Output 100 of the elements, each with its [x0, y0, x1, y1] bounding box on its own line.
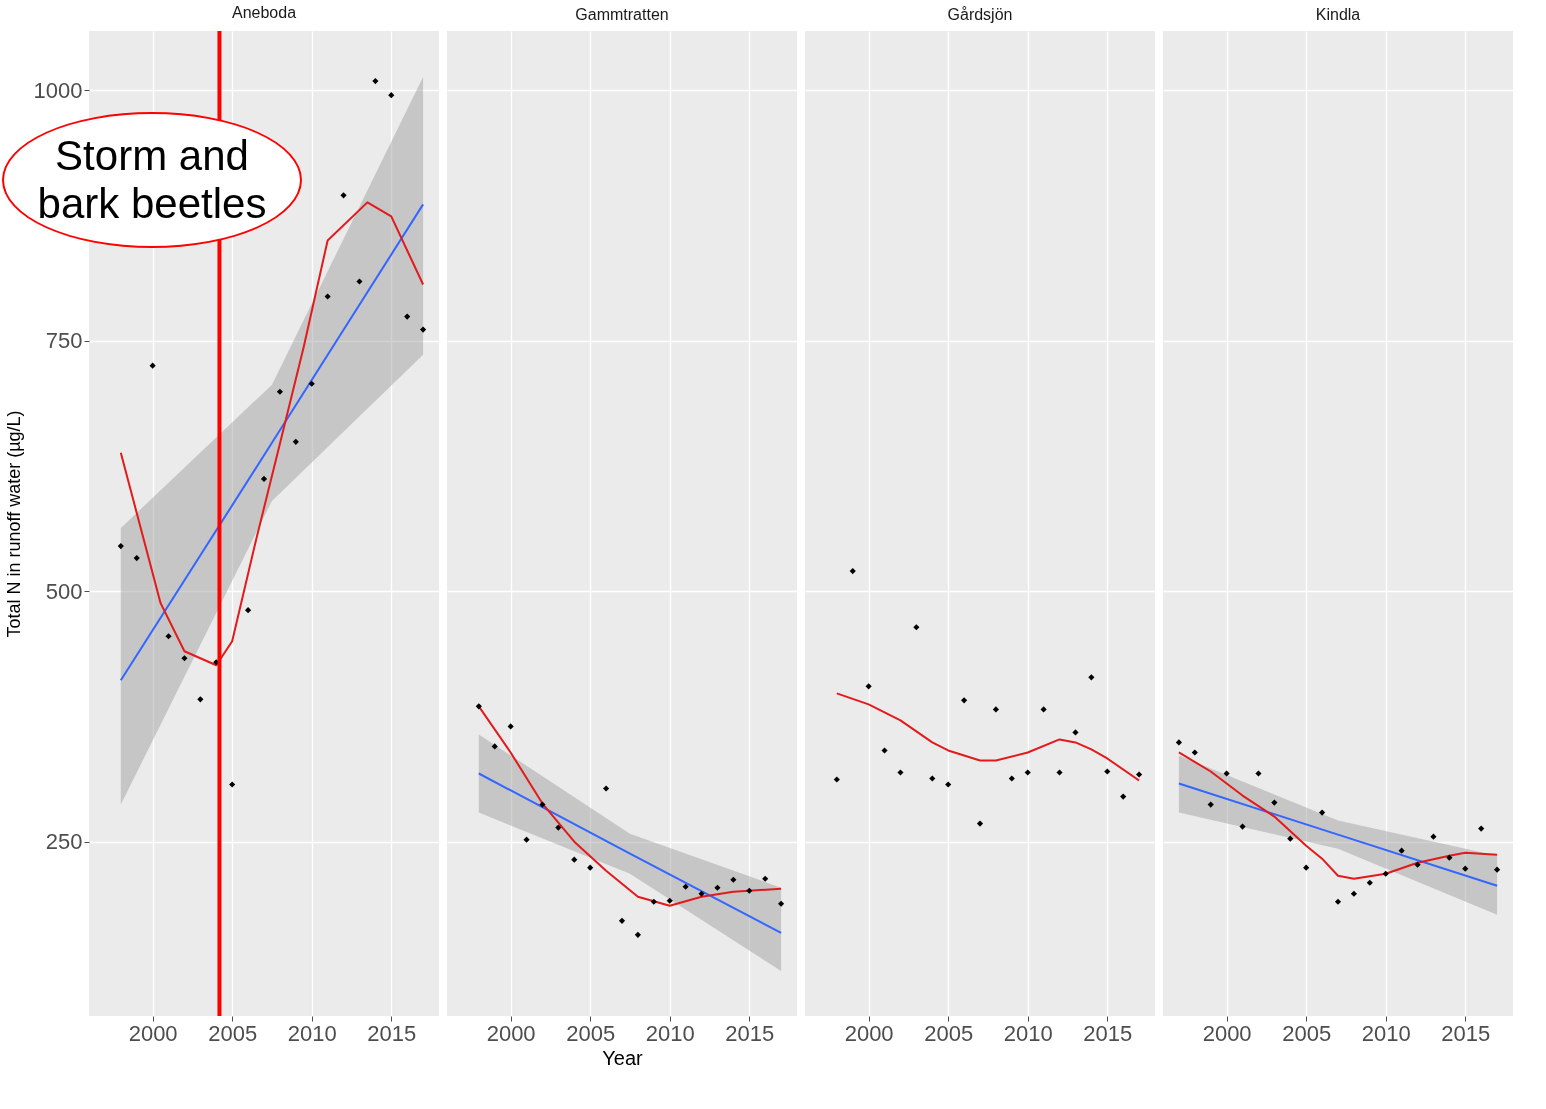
- point: [308, 380, 315, 387]
- point: [634, 931, 641, 938]
- y-tick-label: 500: [45, 578, 83, 604]
- point: [1478, 825, 1485, 832]
- point: [1271, 799, 1278, 806]
- point: [762, 875, 769, 882]
- point: [961, 697, 968, 704]
- point: [340, 192, 347, 199]
- point: [356, 278, 363, 285]
- point: [778, 900, 785, 907]
- point: [682, 883, 689, 890]
- point: [539, 801, 546, 808]
- point: [165, 633, 172, 640]
- chart-title: Aneboda: [231, 4, 297, 21]
- x-tick-label: 2015: [1083, 1020, 1133, 1046]
- y-axis-title: Total N in runoff water (µg/L): [3, 410, 24, 638]
- x-tick-label: 2010: [1361, 1020, 1411, 1046]
- point: [507, 723, 514, 730]
- point: [1462, 865, 1469, 872]
- point: [1175, 739, 1182, 746]
- point: [1104, 768, 1111, 775]
- point: [1319, 809, 1326, 816]
- point: [420, 326, 427, 333]
- point: [292, 438, 299, 445]
- point: [929, 775, 936, 782]
- point: [1207, 801, 1214, 808]
- point: [555, 824, 562, 831]
- point: [1414, 861, 1421, 868]
- point: [1334, 898, 1342, 905]
- x-axis-title: Year: [602, 1046, 644, 1069]
- x-tick-label: 2015: [1441, 1020, 1491, 1046]
- point: [260, 475, 268, 482]
- point: [1382, 870, 1389, 877]
- point: [913, 624, 920, 631]
- point: [245, 607, 252, 614]
- point: [730, 876, 737, 883]
- point: [324, 293, 331, 300]
- x-tick-label: 2015: [367, 1020, 417, 1046]
- y-tick-label: 1000: [33, 77, 83, 103]
- point: [1056, 769, 1063, 776]
- chart-title: Gammtratten: [575, 6, 669, 23]
- point: [976, 820, 984, 827]
- point: [666, 897, 673, 904]
- point: [849, 568, 856, 575]
- point: [1239, 823, 1246, 830]
- point: [881, 747, 888, 754]
- x-tick-label: 2000: [844, 1020, 894, 1046]
- point: [149, 362, 156, 369]
- point: [404, 313, 411, 320]
- point: [1494, 866, 1501, 873]
- x-tick-label: 2005: [924, 1020, 974, 1046]
- x-tick-label: 2015: [725, 1020, 775, 1046]
- point: [1366, 879, 1373, 886]
- point: [1024, 769, 1031, 776]
- point: [1446, 854, 1453, 861]
- point: [897, 769, 904, 776]
- x-tick-label: 2000: [486, 1020, 536, 1046]
- y-tick-label: 250: [45, 829, 83, 855]
- point: [276, 388, 283, 395]
- point: [618, 917, 626, 924]
- point: [1072, 729, 1079, 736]
- point: [992, 706, 999, 713]
- point: [603, 785, 610, 792]
- point: [1136, 771, 1143, 778]
- point: [372, 78, 379, 85]
- point: [714, 884, 721, 891]
- y-tick-label: 750: [45, 328, 83, 354]
- point: [1350, 890, 1357, 897]
- x-tick-label: 2010: [287, 1020, 337, 1046]
- point: [865, 683, 872, 690]
- x-tick-label: 2000: [128, 1020, 178, 1046]
- point: [133, 554, 140, 562]
- x-tick-label: 2005: [566, 1020, 616, 1046]
- point: [1223, 770, 1230, 777]
- point: [1255, 770, 1262, 777]
- point: [475, 703, 482, 710]
- point: [1008, 775, 1015, 782]
- x-tick-label: 2005: [208, 1020, 258, 1046]
- point: [181, 655, 188, 662]
- x-tick-label: 2010: [1003, 1020, 1053, 1046]
- point: [945, 781, 952, 788]
- point: [1398, 847, 1405, 854]
- point: [1303, 864, 1310, 871]
- point: [650, 898, 657, 905]
- chart-title: Gårdsjön: [947, 6, 1013, 23]
- point: [746, 887, 753, 894]
- point: [571, 856, 578, 863]
- point: [117, 542, 124, 550]
- point: [1040, 706, 1047, 713]
- point: [698, 890, 705, 897]
- x-tick-label: 2005: [1282, 1020, 1332, 1046]
- point: [1287, 835, 1294, 842]
- point: [388, 92, 395, 99]
- point: [1120, 793, 1127, 800]
- chart-title: Kindla: [1315, 6, 1361, 23]
- x-tick-label: 2010: [645, 1020, 695, 1046]
- point: [1191, 749, 1198, 756]
- point: [523, 836, 530, 843]
- point: [1088, 674, 1095, 681]
- x-tick-label: 2000: [1202, 1020, 1252, 1046]
